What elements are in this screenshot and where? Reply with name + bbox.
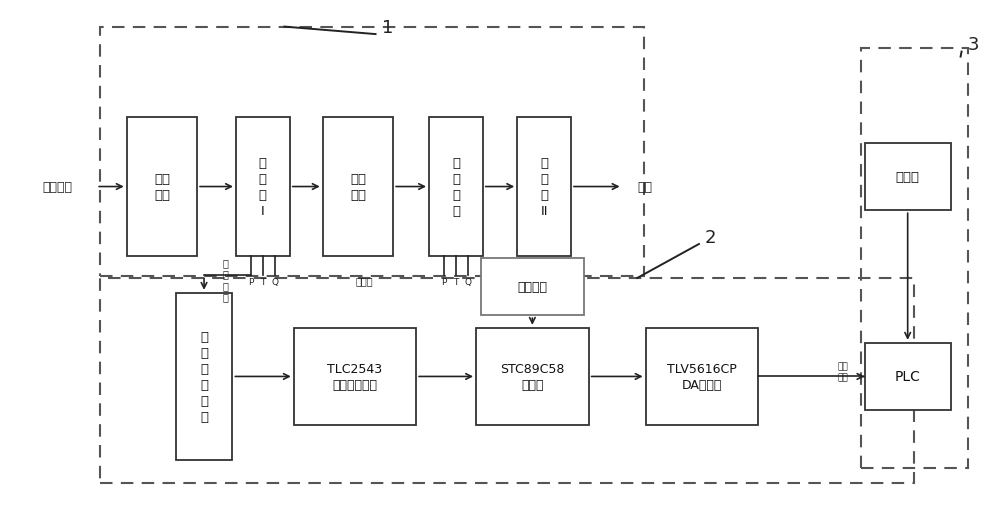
Text: 采样气体: 采样气体 xyxy=(42,181,72,193)
Text: 测
量
室
I: 测 量 室 I xyxy=(259,157,267,218)
Text: 滤
波
放
大
单
元: 滤 波 放 大 单 元 xyxy=(200,330,208,423)
Text: 3: 3 xyxy=(968,36,979,54)
FancyBboxPatch shape xyxy=(429,117,483,257)
Text: P: P xyxy=(441,277,447,287)
FancyBboxPatch shape xyxy=(236,117,290,257)
FancyBboxPatch shape xyxy=(865,343,951,410)
FancyBboxPatch shape xyxy=(517,117,571,257)
Text: 数据
传输: 数据 传输 xyxy=(838,362,848,381)
Text: 1: 1 xyxy=(382,18,393,37)
FancyBboxPatch shape xyxy=(294,328,416,426)
FancyBboxPatch shape xyxy=(865,144,951,211)
FancyBboxPatch shape xyxy=(323,117,393,257)
Text: T: T xyxy=(453,277,459,287)
Text: TLV5616CP
DA转换器: TLV5616CP DA转换器 xyxy=(667,362,737,391)
Text: 排放: 排放 xyxy=(638,181,653,193)
FancyBboxPatch shape xyxy=(481,258,584,316)
Text: 冷凝
处理: 冷凝 处理 xyxy=(154,173,170,202)
Text: PLC: PLC xyxy=(895,370,921,384)
Text: P: P xyxy=(248,277,254,287)
FancyBboxPatch shape xyxy=(127,117,197,257)
Text: 数
据
信
号: 数 据 信 号 xyxy=(223,257,229,302)
Text: 去酸
装置: 去酸 装置 xyxy=(350,173,366,202)
Text: 2: 2 xyxy=(705,228,716,246)
Text: 氧
传
感
器: 氧 传 感 器 xyxy=(452,157,460,218)
Text: Q: Q xyxy=(464,277,471,287)
Text: TLC2543
信号输入单元: TLC2543 信号输入单元 xyxy=(327,362,383,391)
Text: 上位机: 上位机 xyxy=(896,171,920,184)
Text: STC89C58
单片机: STC89C58 单片机 xyxy=(500,362,565,391)
Text: 氧含量: 氧含量 xyxy=(355,276,373,286)
FancyBboxPatch shape xyxy=(176,293,232,460)
Text: Q: Q xyxy=(271,277,278,287)
FancyBboxPatch shape xyxy=(476,328,589,426)
Text: 供电电源: 供电电源 xyxy=(517,280,547,293)
Text: T: T xyxy=(260,277,266,287)
FancyBboxPatch shape xyxy=(646,328,758,426)
Text: 测
量
室
II: 测 量 室 II xyxy=(540,157,548,218)
